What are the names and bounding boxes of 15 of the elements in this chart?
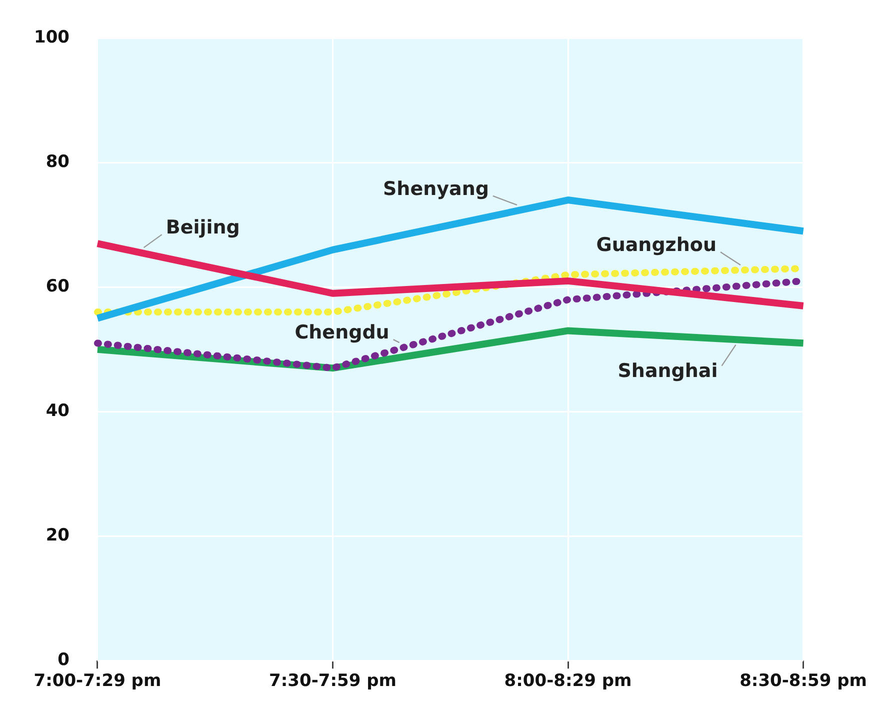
series-label: Guangzhou xyxy=(596,234,716,256)
series-label: Chengdu xyxy=(294,321,390,344)
series-label: Shanghai xyxy=(618,360,718,382)
x-tick-label: 8:30-8:59 pm xyxy=(740,671,868,692)
x-tick-label: 8:00-8:29 pm xyxy=(504,671,632,692)
x-tick-label: 7:30-7:59 pm xyxy=(269,671,396,692)
y-tick-label: 40 xyxy=(46,401,70,422)
y-tick-label: 100 xyxy=(34,28,70,48)
y-tick-label: 80 xyxy=(46,152,70,172)
series-label: Beijing xyxy=(166,216,240,238)
x-tick-label: 7:00-7:29 pm xyxy=(34,671,162,692)
y-tick-label: 60 xyxy=(46,276,70,297)
series-label: Shenyang xyxy=(383,178,489,200)
y-tick-label: 0 xyxy=(58,650,70,670)
y-tick-label: 20 xyxy=(46,526,70,546)
